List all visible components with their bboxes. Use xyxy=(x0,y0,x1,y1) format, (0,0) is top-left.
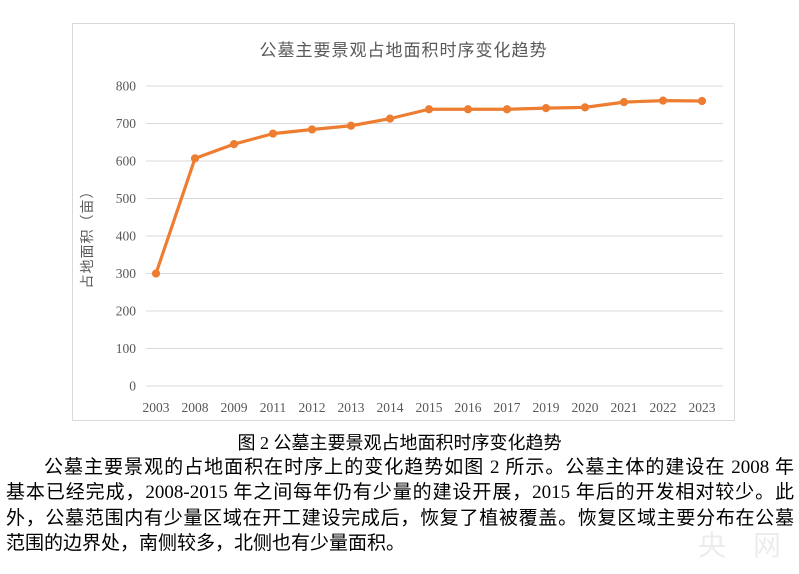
y-tick-label: 400 xyxy=(116,229,137,244)
x-tick-label: 2008 xyxy=(182,400,209,415)
y-tick-label: 700 xyxy=(116,116,137,131)
paragraph-line: 基本已经完成，2008-2015 年之间每年仍有少量的建设开展，2015 年后的… xyxy=(6,482,794,504)
x-tick-label: 2021 xyxy=(611,400,638,415)
y-tick-label: 800 xyxy=(116,79,137,94)
x-tick-label: 2022 xyxy=(650,400,677,415)
line-plot: 0 100 200 300 400 500 600 700 800 2003 2008 2009 201… xyxy=(116,79,723,415)
x-tick-label: 2013 xyxy=(338,400,365,415)
data-point xyxy=(346,121,356,130)
data-point xyxy=(463,105,473,114)
chart-title: 公墓主要景观占地面积时序变化趋势 xyxy=(259,41,548,60)
paragraph-line: 公墓主要景观的占地面积在时序上的变化趋势如图 2 所示。公墓主体的建设在 200… xyxy=(44,457,794,478)
paragraph-line: 范围的边界处，南侧较多，北侧也有少量面积。 xyxy=(6,533,406,555)
data-point xyxy=(424,105,434,114)
x-tick-label: 2009 xyxy=(221,400,248,415)
x-tick-label: 2003 xyxy=(143,400,170,415)
y-tick-label: 0 xyxy=(129,379,136,394)
paragraph-line: 外，公墓范围内有少量区域在开工建设完成后，恢复了植被覆盖。恢复区域主要分布在公墓 xyxy=(6,507,794,529)
data-point xyxy=(385,114,395,123)
y-tick-label: 500 xyxy=(116,191,137,206)
figure-caption: 图 2 公墓主要景观占地面积时序变化趋势 xyxy=(237,433,562,453)
x-tick-label: 2020 xyxy=(572,400,599,415)
data-point xyxy=(580,103,590,112)
y-tick-label: 100 xyxy=(116,341,137,356)
x-tick-label: 2012 xyxy=(299,400,326,415)
data-point xyxy=(268,129,278,138)
y-axis-title: 占地面积（亩） xyxy=(81,183,96,289)
data-point xyxy=(697,96,707,106)
body-paragraph: 公墓主要景观的占地面积在时序上的变化趋势如图 2 所示。公墓主体的建设在 200… xyxy=(6,455,794,557)
y-tick-label: 600 xyxy=(116,154,137,169)
data-point xyxy=(619,98,629,107)
figure-chart: 0 100 200 300 400 500 600 700 800 2003 2008 2009 201… xyxy=(72,23,735,421)
data-point xyxy=(658,96,668,105)
watermark: 央 网 xyxy=(698,531,792,562)
x-tick-label: 2011 xyxy=(260,400,287,415)
data-point xyxy=(151,269,161,278)
x-tick-label: 2023 xyxy=(689,400,716,415)
data-point xyxy=(307,125,317,134)
data-point xyxy=(541,104,551,113)
x-tick-label: 2019 xyxy=(533,400,560,415)
x-tick-label: 2016 xyxy=(455,400,482,415)
data-point xyxy=(502,105,512,114)
data-point xyxy=(229,140,239,149)
y-tick-label: 300 xyxy=(116,266,137,281)
x-tick-label: 2015 xyxy=(416,400,443,415)
data-point xyxy=(190,154,200,163)
x-tick-label: 2017 xyxy=(494,400,521,415)
x-tick-label: 2014 xyxy=(377,400,404,415)
y-tick-label: 200 xyxy=(116,304,137,319)
trend-line xyxy=(154,99,704,276)
